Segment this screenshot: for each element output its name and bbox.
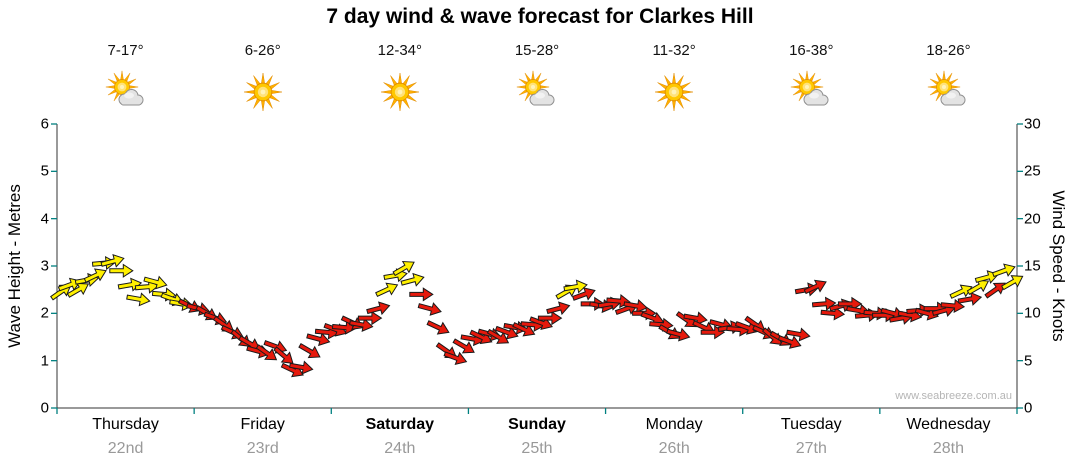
day-date-label: 24th [384,440,416,457]
sun-cloud-icon [787,70,835,114]
day-date-label: 28th [932,440,964,457]
wind-arrow [623,299,648,314]
wind-arrow [957,291,983,306]
day-date-label: 27th [795,440,827,457]
wind-arrow [452,338,475,354]
right-axis-tick-label: 0 [1024,399,1033,417]
wind-arrow [109,263,134,278]
day-name-label: Monday [645,416,703,433]
wind-arrow [546,301,571,316]
wind-arrow [1001,275,1024,291]
wind-arrow [666,327,691,342]
sun-icon [239,70,287,114]
temperature-range: 16-38° [789,42,834,59]
day-name-label: Wednesday [906,416,991,433]
temperature-range: 15-28° [514,42,560,59]
wind-arrow [83,268,107,283]
wind-arrow [777,335,802,349]
left-axis-tick-label: 0 [40,399,49,417]
day-name-label: Saturday [365,416,435,433]
wind-arrow [400,272,425,287]
wind-arrow [117,277,143,292]
wind-arrow [991,263,1016,278]
wind-arrow [966,279,990,295]
day-name-label: Sunday [508,416,566,433]
wind-arrow [126,292,151,307]
wind-arrow [494,325,519,340]
wind-arrow [366,301,391,316]
wind-arrow [306,332,331,347]
left-axis-tick-label: 5 [40,162,49,180]
wind-arrow [349,317,374,332]
wind-arrow [974,270,999,284]
sun-cloud-icon [102,70,150,114]
wind-arrow [375,282,399,298]
wind-arrow [426,320,450,335]
wind-arrow [143,275,168,290]
wind-arrow [289,360,314,375]
chart-title: 7 day wind & wave forecast for Clarkes H… [326,5,754,28]
wind-arrow [100,254,125,268]
wind-arrow [443,351,468,366]
wind-arrow [298,343,321,359]
right-axis-tick-label: 25 [1024,162,1041,180]
wind-arrow [563,279,588,294]
wind-arrow [820,306,846,321]
sun-icon [650,70,698,114]
day-name-label: Thursday [92,416,159,433]
wind-arrow [255,344,278,361]
left-axis-tick-label: 4 [40,210,49,228]
wind-arrow [803,279,827,295]
day-name-label: Tuesday [780,416,842,433]
wind-arrow [409,287,434,302]
left-axis-tick-label: 2 [40,304,49,322]
wind-arrow [837,296,863,312]
day-date-label: 26th [658,440,690,457]
left-axis-tick-label: 1 [40,352,49,370]
wind-arrow [273,346,294,364]
right-axis-tick-label: 30 [1024,115,1041,133]
right-axis-tick-label: 15 [1024,257,1041,275]
temperature-range: 11-32° [652,42,696,59]
day-name-label: Friday [240,416,285,433]
left-axis-tick-label: 3 [40,257,49,275]
day-date-label: 22nd [107,440,144,457]
wind-arrow [417,302,442,316]
right-axis-tick-label: 5 [1024,352,1033,370]
sun-icon [376,70,424,114]
day-date-label: 25th [521,440,553,457]
right-axis-tick-label: 10 [1024,304,1041,322]
wind-arrow [683,311,708,326]
temperature-range: 6-26° [244,42,281,59]
wind-arrow [357,310,383,326]
wind-arrow [571,287,596,301]
day-date-label: 23rd [246,440,279,457]
temperature-range: 12-34° [377,42,423,59]
temperature-range: 7-17° [107,42,144,59]
right-axis-tick-label: 20 [1024,210,1041,228]
wind-arrow [66,282,90,298]
sun-cloud-icon [924,70,972,114]
watermark: www.seabreeze.com.au [895,390,1012,402]
temperature-range: 18-26° [926,42,971,59]
wind-arrow [786,327,811,342]
wind-arrow [392,260,415,277]
wind-arrow [537,310,563,326]
sun-cloud-icon [513,70,561,114]
left-axis-tick-label: 6 [40,115,49,133]
